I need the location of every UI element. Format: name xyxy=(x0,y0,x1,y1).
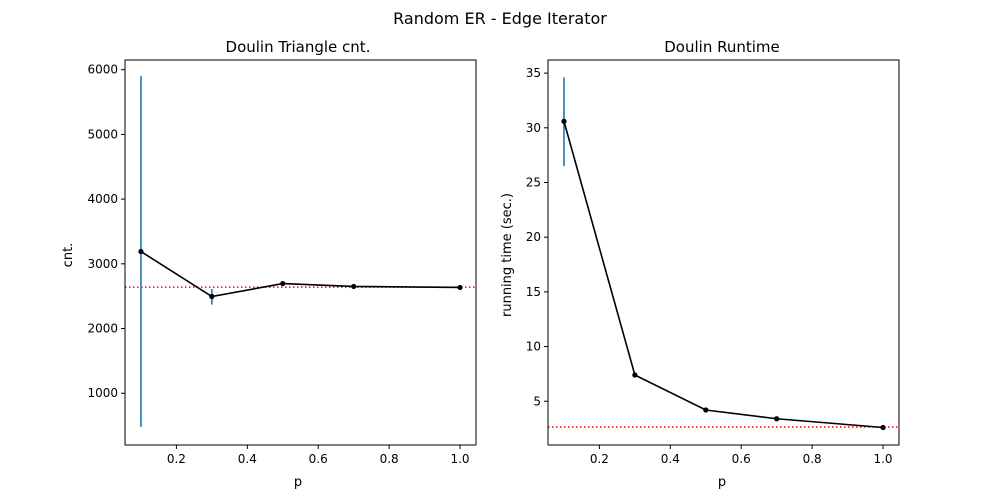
x-tick-label: 1.0 xyxy=(450,452,469,466)
axes-frame xyxy=(547,59,900,446)
data-point xyxy=(138,248,144,255)
data-point xyxy=(280,280,286,287)
data-point xyxy=(561,118,567,124)
data-point xyxy=(703,407,709,413)
axes-frame xyxy=(124,59,477,446)
data-point xyxy=(457,284,463,291)
x-tick-label: 0.8 xyxy=(803,452,822,466)
x-axis-label: p xyxy=(294,475,302,490)
y-tick-label: 4000 xyxy=(87,192,118,206)
panel-title: Doulin Triangle cnt. xyxy=(226,38,371,56)
y-axis-label: running time (sec.) xyxy=(500,193,515,317)
data-point xyxy=(774,416,780,422)
y-tick-label: 35 xyxy=(526,66,541,80)
y-tick-label: 30 xyxy=(526,121,541,135)
y-axis-label: cnt. xyxy=(61,243,76,268)
x-tick-label: 0.2 xyxy=(590,452,609,466)
x-tick-label: 0.8 xyxy=(380,452,399,466)
y-tick-label: 2000 xyxy=(87,322,118,336)
panel-runtime: Doulin Runtime p running time (sec.) 0.2… xyxy=(500,38,900,490)
y-tick-label: 1000 xyxy=(87,386,118,400)
x-tick-label: 0.4 xyxy=(661,452,680,466)
x-tick-label: 1.0 xyxy=(873,452,892,466)
data-point xyxy=(351,283,357,290)
y-tick-label: 5 xyxy=(533,394,541,408)
y-tick-label: 15 xyxy=(526,285,541,299)
y-tick-label: 5000 xyxy=(87,127,118,141)
y-tick-label: 25 xyxy=(526,176,541,190)
panel-title: Doulin Runtime xyxy=(664,38,780,56)
y-tick-label: 10 xyxy=(526,340,541,354)
data-point xyxy=(632,372,638,378)
data-point xyxy=(209,293,215,300)
x-tick-label: 0.6 xyxy=(309,452,328,466)
y-tick-label: 6000 xyxy=(87,63,118,77)
y-tick-label: 20 xyxy=(526,230,541,244)
y-tick-label: 3000 xyxy=(87,257,118,271)
x-tick-label: 0.4 xyxy=(238,452,257,466)
x-axis-label: p xyxy=(718,475,726,490)
x-tick-label: 0.6 xyxy=(732,452,751,466)
data-point xyxy=(880,424,886,431)
panel-triangle-count: Doulin Triangle cnt. p cnt. 0.2 0.4 0.6 0.8… xyxy=(61,38,477,490)
figure-suptitle: Random ER - Edge Iterator xyxy=(393,9,607,28)
x-tick-label: 0.2 xyxy=(167,452,186,466)
